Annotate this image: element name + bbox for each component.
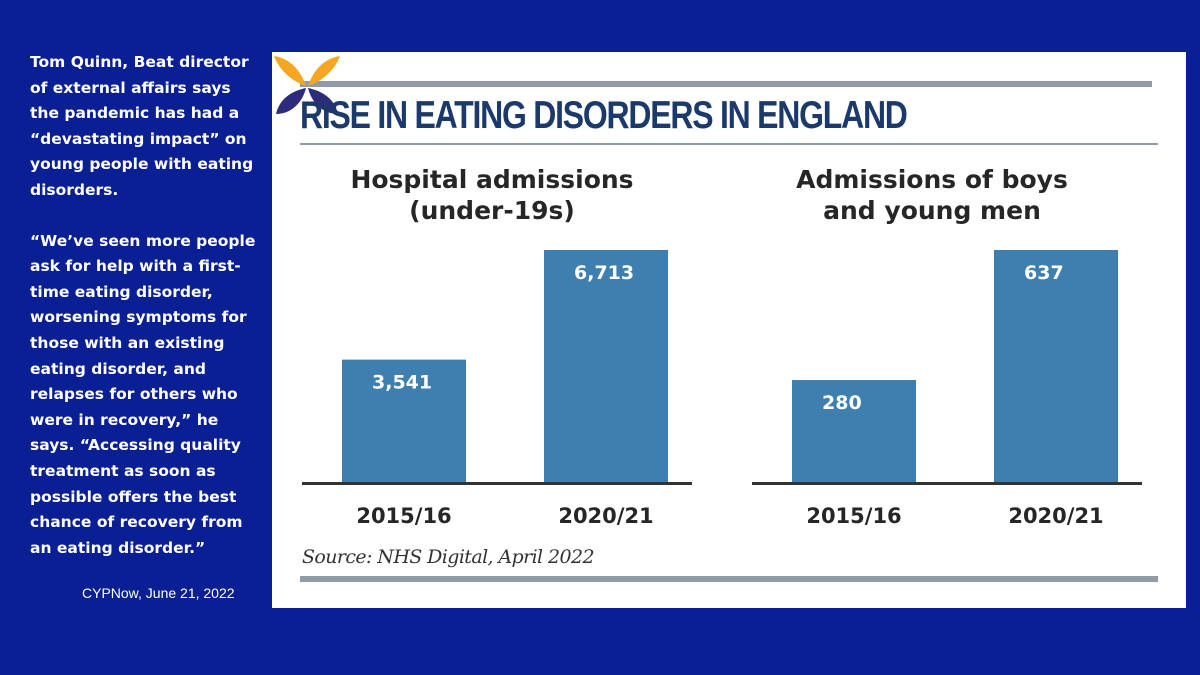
chart-2-bar-2-value-label: 637 <box>1024 262 1064 284</box>
chart-2-bar-1-value-label: 280 <box>822 392 862 414</box>
quote-intro: Tom Quinn, Beat director of external aff… <box>30 53 254 199</box>
chart-2-baseline <box>752 482 1142 485</box>
bars-layer: 3,541 2015/16 6,713 2020/21 280 2015/16 637 202… <box>302 250 1142 528</box>
chart-1-category-label-2: 2020/21 <box>558 504 653 528</box>
infographic-card: 3,541 2015/16 6,713 2020/21 280 2015/16 637 202… <box>272 52 1186 608</box>
chart-1-bar-1-value-label: 3,541 <box>372 372 432 394</box>
chart-2-title-line1: Admissions of boys <box>796 165 1068 194</box>
quote-citation: CYPNow, June 21, 2022 <box>82 585 235 601</box>
chart-2-bar-1 <box>792 380 916 482</box>
chart-1-title-line2: (under-19s) <box>409 196 575 225</box>
quote-panel: Tom Quinn, Beat director of external aff… <box>30 50 262 561</box>
chart-1-title: Hospital admissions (under-19s) <box>312 164 672 226</box>
chart-1-bar-2 <box>544 250 668 482</box>
infographic-headline: RISE IN EATING DISORDERS IN ENGLAND <box>300 94 908 137</box>
source-note: Source: NHS Digital, April 2022 <box>302 546 595 568</box>
chart-1-bar-1 <box>342 359 466 482</box>
chart-2-bar-2 <box>994 250 1118 482</box>
butterfly-logo-icon <box>274 56 340 114</box>
chart-1-bar-2-value-label: 6,713 <box>574 262 634 284</box>
chart-2-title-line2: and young men <box>823 196 1041 225</box>
quote-body: “We’ve seen more people ask for help wit… <box>30 231 256 557</box>
chart-1-title-line1: Hospital admissions <box>350 165 634 194</box>
bottom-rule <box>300 576 1158 582</box>
chart-canvas: 3,541 2015/16 6,713 2020/21 280 2015/16 637 202… <box>300 81 1158 582</box>
chart-1-baseline <box>302 482 692 485</box>
top-rule <box>300 81 1152 87</box>
chart-2-title: Admissions of boys and young men <box>752 164 1112 226</box>
chart-1-category-label-1: 2015/16 <box>356 504 451 528</box>
chart-2-category-label-2: 2020/21 <box>1008 504 1103 528</box>
headline-rule <box>300 143 1158 145</box>
chart-2-category-label-1: 2015/16 <box>806 504 901 528</box>
